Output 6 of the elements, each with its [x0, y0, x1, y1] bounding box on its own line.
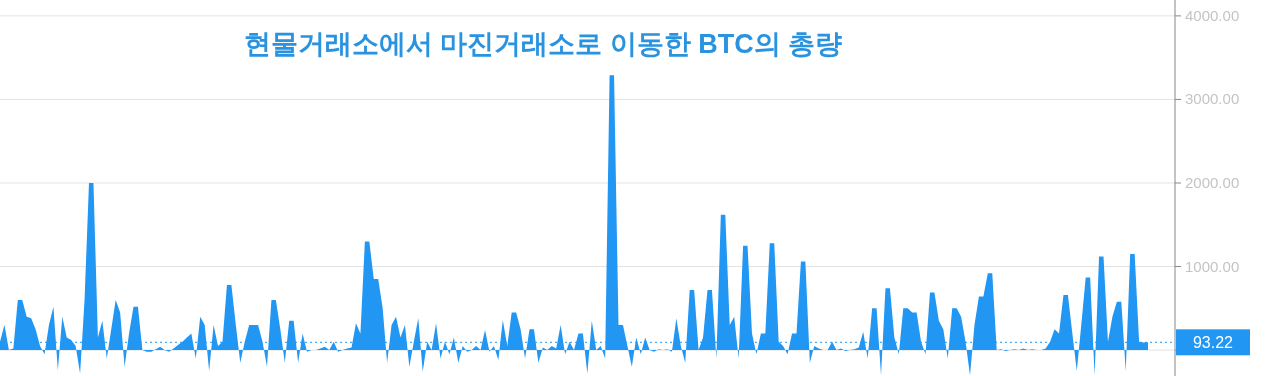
y-tick-label: 2000.00 — [1185, 173, 1240, 191]
y-tick-label: 1000.00 — [1185, 257, 1240, 275]
y-tick-label: 4000.00 — [1185, 6, 1240, 24]
text: 현물거래소에서 마진거래소로 이동한 BTC의 총량 — [243, 29, 843, 59]
ref-line-label: 93.22 — [1192, 334, 1234, 352]
y-tick-label: 3000.00 — [1185, 90, 1240, 108]
